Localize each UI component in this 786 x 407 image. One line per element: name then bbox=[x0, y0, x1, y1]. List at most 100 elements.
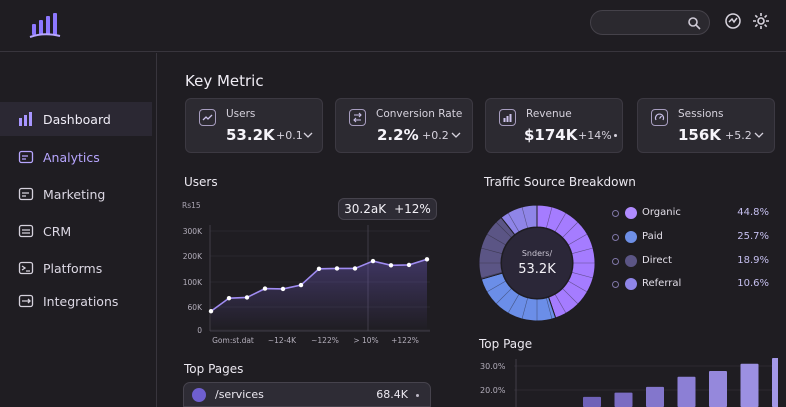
legend-ring-icon bbox=[612, 210, 619, 217]
link-icon bbox=[192, 388, 206, 402]
sidebar-item-platforms[interactable]: Platforms bbox=[0, 251, 152, 285]
y-tick-label: 100K bbox=[183, 278, 203, 287]
data-point bbox=[244, 295, 250, 300]
legend-swatch bbox=[625, 278, 637, 290]
top-page-bar-chart: 30.0% 20.0% bbox=[480, 358, 786, 407]
sidebar-item-analytics[interactable]: Analytics bbox=[0, 140, 152, 174]
donut-segment-divider bbox=[480, 272, 503, 279]
donut-chart bbox=[478, 204, 596, 322]
donut-segment-divider bbox=[554, 294, 567, 314]
analytics-icon bbox=[18, 150, 34, 164]
donut-segment-divider bbox=[486, 280, 506, 293]
metric-card-users[interactable]: Users 53.2K +0.1 bbox=[185, 98, 323, 153]
chevron-down-icon[interactable] bbox=[754, 131, 764, 139]
legend-item-direct: Direct 18.9% bbox=[612, 254, 772, 270]
sidebar-item-integrations[interactable]: Integrations bbox=[0, 284, 152, 318]
y-tick-label: 60K bbox=[188, 303, 204, 312]
x-tick-label: ~12-4K bbox=[268, 336, 297, 345]
y-tick-label: 20.0% bbox=[480, 386, 506, 395]
logo-icon[interactable] bbox=[28, 12, 62, 40]
sidebar-item-crm[interactable]: CRM bbox=[0, 214, 152, 248]
data-point bbox=[280, 286, 286, 292]
bar bbox=[772, 358, 786, 407]
chevron-down-icon[interactable] bbox=[451, 131, 461, 139]
donut-center-label: Snders/ bbox=[521, 249, 553, 258]
metric-card-conversion[interactable]: Conversion Rate 2.2% +0.2 bbox=[335, 98, 473, 153]
gear-icon[interactable] bbox=[752, 12, 770, 30]
top-pages-row[interactable]: /services 68.4K bbox=[183, 382, 431, 407]
metric-delta: +5.2 bbox=[725, 129, 752, 142]
chevron-down-icon[interactable] bbox=[303, 131, 313, 139]
legend-label: Direct bbox=[642, 255, 672, 266]
donut-segment-divider bbox=[568, 233, 588, 246]
sidebar-item-label: CRM bbox=[43, 223, 72, 239]
donut-slice-organic bbox=[536, 204, 596, 319]
legend-label: Paid bbox=[642, 231, 663, 242]
data-point bbox=[226, 295, 232, 301]
tooltip-value: 30.2aK bbox=[344, 202, 387, 216]
data-point bbox=[388, 263, 394, 268]
tooltip-delta: +12% bbox=[394, 202, 431, 216]
users-line-chart: Rs15 300K 200K 100K 60K 0 Gom:st.dat ~12-4K ~122… bbox=[182, 201, 430, 345]
metric-card-revenue[interactable]: Revenue $174K +14% bbox=[485, 98, 623, 153]
donut-segment-divider bbox=[507, 294, 520, 314]
legend-item-organic: Organic 44.8% bbox=[612, 206, 772, 222]
donut-segment-divider bbox=[554, 212, 567, 232]
sidebar-item-label: Integrations bbox=[43, 293, 119, 309]
legend-label: Organic bbox=[642, 207, 681, 218]
search-input[interactable] bbox=[590, 10, 710, 35]
users-chart-title: Users bbox=[184, 175, 218, 189]
donut-segment-divider bbox=[546, 206, 553, 229]
y-tick-label: 30.0% bbox=[480, 362, 506, 371]
metric-value: 156K bbox=[678, 126, 721, 144]
donut-hole bbox=[502, 228, 572, 298]
donut-segment-divider bbox=[507, 212, 520, 232]
top-page-title: Top Page bbox=[479, 337, 533, 351]
donut-segment-divider bbox=[562, 288, 579, 305]
donut-segment-divider bbox=[521, 206, 528, 229]
gauge-icon[interactable] bbox=[724, 12, 742, 30]
legend-ring-icon bbox=[612, 234, 619, 241]
marketing-icon bbox=[18, 187, 34, 201]
revenue-icon bbox=[499, 109, 516, 126]
sidebar: Dashboard Analytics Marketing CRM Platfo… bbox=[0, 53, 157, 407]
metric-delta: +0.1 bbox=[276, 129, 303, 142]
sidebar-item-marketing[interactable]: Marketing bbox=[0, 177, 152, 211]
metric-label: Sessions bbox=[678, 108, 724, 120]
donut-segment-divider bbox=[562, 221, 579, 238]
page-visits: 68.4K bbox=[376, 388, 408, 401]
more-dot-icon bbox=[416, 394, 419, 397]
donut-segment-divider bbox=[571, 272, 594, 279]
search-icon[interactable] bbox=[687, 16, 701, 30]
sidebar-item-dashboard[interactable]: Dashboard bbox=[0, 102, 152, 136]
sessions-icon bbox=[651, 109, 668, 126]
donut-center: Snders/ 53.2K bbox=[477, 203, 597, 323]
top-page-chart: 30.0% 20.0% bbox=[478, 355, 786, 407]
top-pages-title: Top Pages bbox=[184, 362, 244, 376]
metric-label: Revenue bbox=[526, 108, 572, 120]
legend-item-referral: Referral 10.6% bbox=[612, 277, 772, 293]
metric-card-sessions[interactable]: Sessions 156K +5.2 bbox=[637, 98, 775, 153]
data-point bbox=[208, 309, 214, 314]
x-tick-label: +122% bbox=[391, 336, 419, 345]
data-point bbox=[298, 282, 304, 288]
more-dot-icon bbox=[614, 134, 617, 137]
y-tick-label: 0 bbox=[197, 326, 202, 335]
legend-value: 10.6% bbox=[737, 278, 769, 289]
legend-ring-icon bbox=[612, 281, 619, 288]
x-tick-label: > 10% bbox=[353, 336, 378, 345]
legend-value: 25.7% bbox=[737, 231, 769, 242]
bar bbox=[646, 386, 664, 407]
donut-center-value: 53.2K bbox=[518, 262, 556, 277]
metric-delta: +14% bbox=[578, 129, 612, 142]
integrations-icon bbox=[18, 294, 34, 308]
donut-segment-divider bbox=[571, 247, 594, 254]
data-point bbox=[406, 262, 412, 268]
legend-swatch bbox=[625, 207, 637, 219]
legend-swatch bbox=[625, 231, 637, 243]
traffic-donut: Snders/ 53.2K bbox=[477, 203, 597, 323]
data-point bbox=[316, 266, 322, 272]
metric-value: 2.2% bbox=[377, 126, 419, 144]
users-area bbox=[211, 259, 427, 331]
trend-icon bbox=[199, 109, 216, 126]
